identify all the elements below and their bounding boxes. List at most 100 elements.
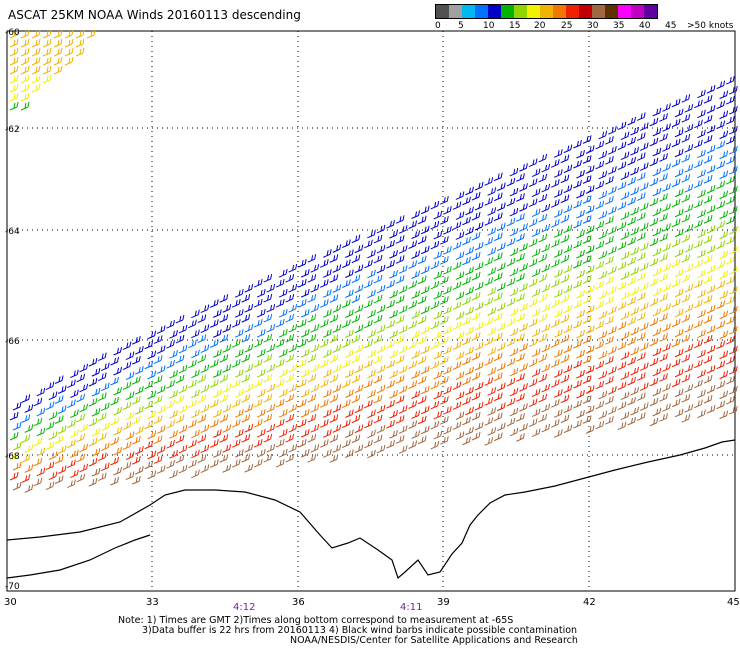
wind-barb xyxy=(694,259,703,269)
wind-barb xyxy=(671,98,681,108)
wind-barb xyxy=(636,152,646,161)
wind-barb xyxy=(219,434,229,443)
wind-barb xyxy=(528,358,538,368)
wind-barb xyxy=(649,237,659,247)
wind-barb xyxy=(9,83,19,93)
wind-barb xyxy=(726,116,735,125)
wind-barb xyxy=(367,249,376,259)
wind-barb xyxy=(465,206,474,216)
wind-barb xyxy=(420,365,430,375)
wind-barb xyxy=(598,390,608,400)
wind-barb xyxy=(474,221,484,231)
wind-barb xyxy=(310,324,320,333)
wind-barb xyxy=(389,370,398,379)
wind-barb xyxy=(322,349,332,358)
wind-barb xyxy=(36,407,46,417)
wind-barb xyxy=(681,194,691,203)
wind-barb xyxy=(122,401,132,411)
wind-barb xyxy=(487,387,497,396)
wind-barb xyxy=(719,230,729,240)
wind-barb xyxy=(528,198,538,208)
wind-barb xyxy=(706,385,716,394)
wind-barb xyxy=(474,241,484,251)
wind-barb xyxy=(275,398,285,408)
wind-barb xyxy=(652,127,662,137)
wind-barb xyxy=(538,213,548,223)
wind-barb xyxy=(373,374,383,384)
wind-barb xyxy=(244,364,254,373)
legend-swatch xyxy=(592,5,605,18)
wind-barb xyxy=(598,190,608,200)
wind-barb xyxy=(630,386,639,396)
wind-barb xyxy=(674,188,684,198)
wind-barb xyxy=(576,169,585,179)
wind-barb xyxy=(266,383,276,393)
wind-barb xyxy=(135,366,144,375)
wind-barb xyxy=(639,182,649,191)
legend-swatch xyxy=(501,5,514,18)
wind-barb xyxy=(443,426,452,435)
wind-barb xyxy=(636,352,646,361)
wind-barb xyxy=(231,459,241,468)
wind-barb xyxy=(21,434,31,443)
wind-barb xyxy=(256,328,266,338)
wind-barb xyxy=(506,377,516,387)
wind-barb xyxy=(550,319,560,328)
wind-barb xyxy=(188,319,197,329)
wind-barb xyxy=(729,326,738,335)
wind-barb xyxy=(79,463,89,473)
wind-barb xyxy=(113,426,122,436)
wind-barb xyxy=(462,296,471,306)
wind-barb xyxy=(484,217,494,226)
wind-barb xyxy=(674,308,684,318)
wind-barb xyxy=(178,324,188,334)
wind-barb xyxy=(433,390,443,400)
wind-barb xyxy=(719,130,729,140)
wind-barb xyxy=(420,405,430,415)
wind-barb xyxy=(659,313,668,322)
wind-barb xyxy=(462,376,471,386)
wind-barb xyxy=(57,445,67,454)
wind-barb xyxy=(376,444,386,454)
wind-barb xyxy=(462,316,471,326)
wind-barb xyxy=(144,360,154,370)
lat-label-64: -64 xyxy=(5,227,20,237)
wind-barb xyxy=(175,434,185,444)
wind-barb xyxy=(253,378,263,388)
wind-barb xyxy=(719,250,729,260)
wind-barb xyxy=(706,305,716,314)
wind-barb xyxy=(652,367,662,377)
wind-barb xyxy=(417,255,427,265)
wind-barb xyxy=(487,307,497,316)
wind-barb xyxy=(376,264,386,274)
wind-barb xyxy=(125,371,135,381)
wind-barb xyxy=(563,144,573,154)
wind-barb xyxy=(516,313,525,322)
wind-barb xyxy=(285,393,295,403)
wind-barb xyxy=(553,349,563,358)
wind-barb xyxy=(726,196,735,205)
wind-barb xyxy=(487,247,497,256)
wind-barb xyxy=(627,296,636,306)
wind-barb xyxy=(726,396,735,405)
wind-barb xyxy=(351,234,361,244)
wind-barb xyxy=(9,431,19,441)
wind-barb xyxy=(113,446,122,456)
wind-barb xyxy=(681,154,691,163)
legend-color-bar xyxy=(435,4,658,19)
wind-barb xyxy=(398,365,408,374)
wind-barb xyxy=(528,398,538,408)
wind-barb xyxy=(332,344,342,353)
wind-barb xyxy=(398,345,408,354)
wind-barb xyxy=(681,414,691,423)
wind-barb xyxy=(620,371,630,381)
wind-barb xyxy=(519,383,528,392)
wind-barb xyxy=(474,341,484,351)
wind-barb xyxy=(310,344,320,353)
wind-barb xyxy=(636,292,646,301)
wind-barb xyxy=(386,220,395,229)
wind-barb xyxy=(528,338,538,348)
wind-barb xyxy=(386,440,395,449)
wind-barb xyxy=(484,197,494,206)
legend-swatch xyxy=(553,5,566,18)
